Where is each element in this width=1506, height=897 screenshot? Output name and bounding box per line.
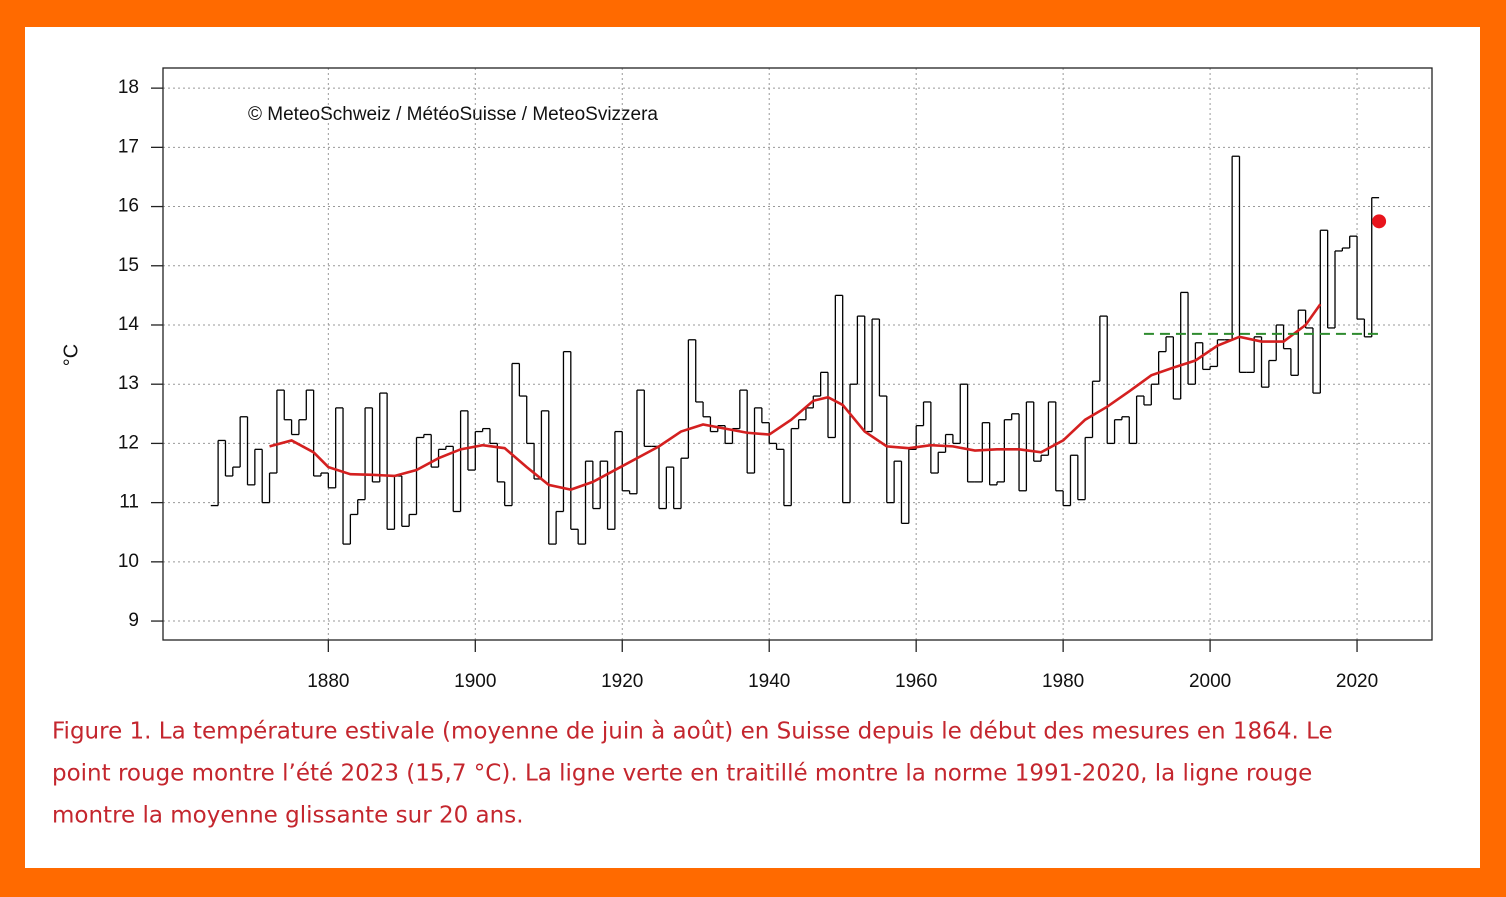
caption: Figure 1. La température estivale (moyen… — [52, 719, 1333, 745]
x-tick-label: 1880 — [307, 671, 349, 692]
y-tick-label: 13 — [118, 373, 139, 394]
point — [1372, 214, 1387, 229]
x-tick-label: 1960 — [895, 671, 937, 692]
x-tick-label: 1920 — [601, 671, 643, 692]
x-tick-label: 1900 — [454, 671, 496, 692]
y-tick-label: 16 — [118, 196, 139, 217]
y-tick-label: 18 — [118, 77, 139, 98]
x-tick-label: 1980 — [1042, 671, 1084, 692]
smooth-line — [269, 303, 1322, 491]
y-tick-label: 17 — [118, 136, 139, 157]
y-tick-label: 12 — [118, 432, 139, 453]
y-tick-label: 10 — [118, 551, 139, 572]
annotation: © MeteoSchweiz / MétéoSuisse / MeteoSviz… — [248, 104, 658, 125]
y-tick-label: 14 — [118, 314, 140, 335]
caption: point rouge montre l’été 2023 (15,7 °C).… — [52, 761, 1312, 787]
y-tick-label: 15 — [118, 255, 139, 276]
y-axis-label: °C — [60, 344, 82, 366]
y-tick-label: 11 — [119, 492, 139, 513]
panel — [25, 27, 1480, 868]
x-tick-label: 2020 — [1336, 671, 1378, 692]
x-tick-label: 2000 — [1189, 671, 1231, 692]
y-tick-label: 9 — [128, 610, 139, 631]
caption: montre la moyenne glissante sur 20 ans. — [52, 803, 524, 829]
x-tick-label: 1940 — [748, 671, 790, 692]
plot-frame — [162, 67, 1433, 641]
